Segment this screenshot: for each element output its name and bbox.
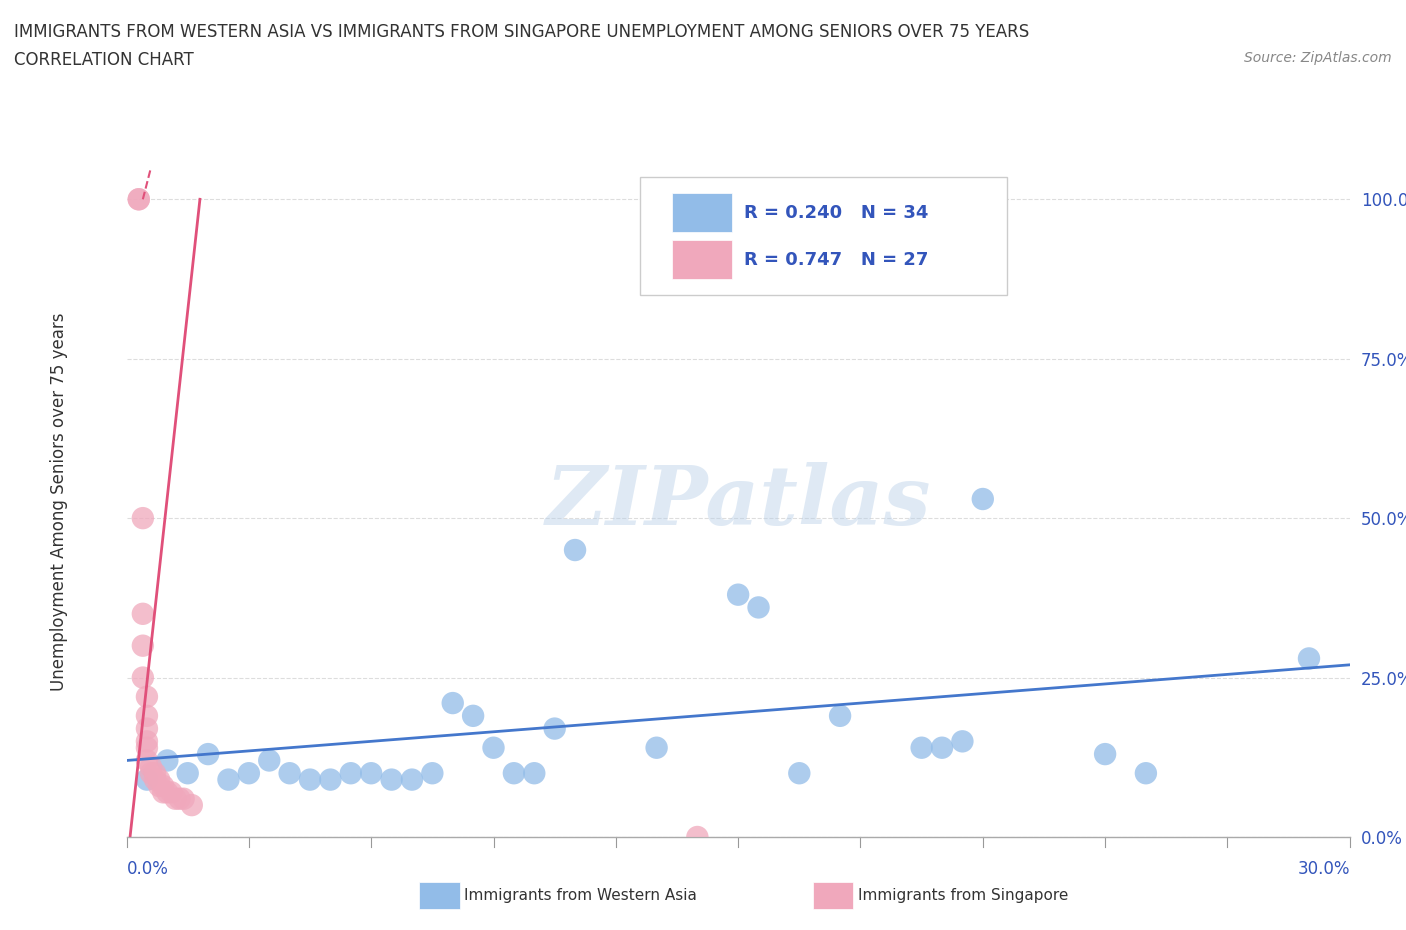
Point (1094, 747, 1116, 762)
Text: Immigrants from Western Asia: Immigrants from Western Asia (464, 888, 697, 903)
Point (238, 765, 260, 780)
Point (156, 785, 179, 800)
Text: 0.0%: 0.0% (127, 860, 169, 878)
Point (482, 740, 505, 755)
Point (543, 721, 565, 736)
Point (135, 753, 157, 768)
Point (401, 772, 423, 787)
Point (197, 747, 219, 762)
Text: Unemployment Among Seniors over 75 years: Unemployment Among Seniors over 75 years (51, 313, 69, 691)
Point (177, 765, 200, 780)
Point (165, 791, 187, 806)
Point (135, 689, 157, 704)
FancyBboxPatch shape (672, 193, 733, 232)
Point (132, 511, 155, 525)
Point (218, 772, 240, 787)
Point (139, 760, 162, 775)
Point (128, 192, 150, 206)
Point (380, 772, 404, 787)
Point (173, 791, 195, 806)
Point (135, 740, 157, 755)
Text: R = 0.747   N = 27: R = 0.747 N = 27 (744, 251, 928, 269)
Point (463, 709, 485, 724)
Point (1135, 765, 1157, 780)
Point (911, 740, 934, 755)
Point (789, 765, 811, 780)
Point (1298, 651, 1320, 666)
Point (139, 765, 162, 780)
Point (135, 709, 157, 724)
Point (152, 785, 174, 800)
Text: Immigrants from Singapore: Immigrants from Singapore (858, 888, 1069, 903)
Point (727, 587, 749, 602)
Point (128, 192, 150, 206)
Point (686, 830, 709, 844)
Text: CORRELATION CHART: CORRELATION CHART (14, 51, 194, 69)
Point (422, 765, 444, 780)
Point (319, 772, 342, 787)
Point (952, 734, 974, 749)
Point (143, 772, 166, 787)
Point (132, 606, 155, 621)
Point (148, 778, 170, 793)
Point (340, 765, 363, 780)
Point (299, 772, 322, 787)
Point (278, 765, 301, 780)
Point (523, 765, 546, 780)
Point (160, 785, 183, 800)
Point (972, 492, 994, 507)
Point (143, 765, 166, 780)
Text: IMMIGRANTS FROM WESTERN ASIA VS IMMIGRANTS FROM SINGAPORE UNEMPLOYMENT AMONG SEN: IMMIGRANTS FROM WESTERN ASIA VS IMMIGRAN… (14, 23, 1029, 41)
Point (132, 638, 155, 653)
Point (156, 753, 179, 768)
Point (259, 753, 281, 768)
Point (148, 772, 170, 787)
Point (645, 740, 668, 755)
Point (441, 696, 464, 711)
Point (748, 600, 770, 615)
Point (152, 778, 174, 793)
Text: ZIPatlas: ZIPatlas (546, 462, 931, 542)
Point (169, 791, 191, 806)
Point (132, 671, 155, 685)
FancyBboxPatch shape (672, 240, 733, 279)
Text: 30.0%: 30.0% (1298, 860, 1350, 878)
FancyBboxPatch shape (640, 178, 1007, 295)
Text: R = 0.240   N = 34: R = 0.240 N = 34 (744, 204, 928, 222)
Point (180, 798, 202, 813)
Point (931, 740, 953, 755)
Point (135, 772, 157, 787)
Point (830, 709, 852, 724)
Point (564, 542, 586, 557)
Point (135, 734, 157, 749)
Point (360, 765, 382, 780)
Text: Source: ZipAtlas.com: Source: ZipAtlas.com (1244, 51, 1392, 65)
Point (135, 721, 157, 736)
Point (503, 765, 526, 780)
